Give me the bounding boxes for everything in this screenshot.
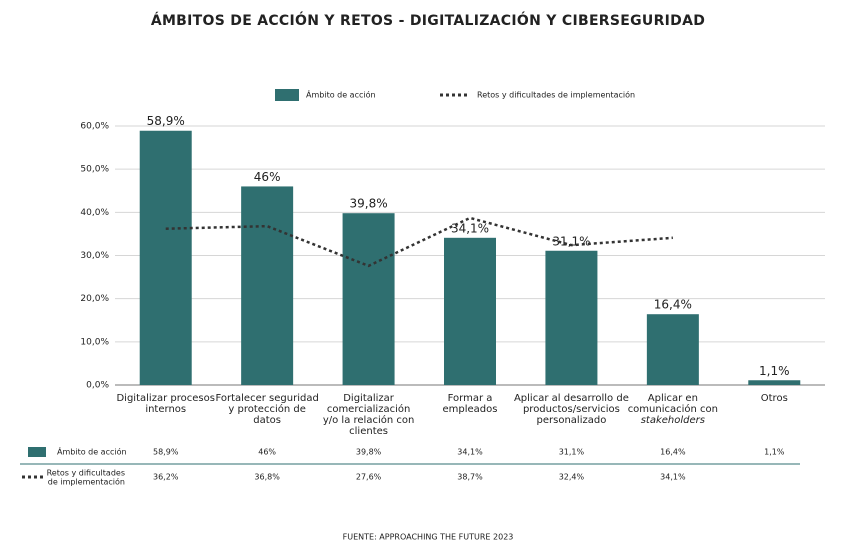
table-cell: 38,7% xyxy=(457,473,483,482)
x-tick-label: Otros xyxy=(761,393,788,404)
x-tick-label: Aplicar al desarrollo de xyxy=(514,393,629,404)
bar xyxy=(342,213,395,385)
table-row-label-line: de implementación xyxy=(48,476,125,486)
bar xyxy=(646,314,699,385)
chart-title: ÁMBITOS DE ACCIÓN Y RETOS - DIGITALIZACI… xyxy=(151,11,705,29)
bar xyxy=(444,237,496,385)
data-label: 1,1% xyxy=(759,364,790,378)
bar xyxy=(241,186,294,385)
y-tick-label: 30,0% xyxy=(80,251,109,261)
x-tick-label: productos/servicios xyxy=(523,404,620,415)
data-label: 34,1% xyxy=(451,221,489,235)
data-label: 16,4% xyxy=(654,298,692,312)
y-tick-label: 0,0% xyxy=(86,381,109,391)
table-row-label-line: Retos y dificultades xyxy=(47,468,125,477)
table-cell: 27,6% xyxy=(356,473,382,482)
table-cell: 16,4% xyxy=(660,448,686,457)
legend-label: Retos y dificultades de implementación xyxy=(477,90,635,100)
table-cell: 46% xyxy=(258,448,276,457)
x-tick-label: stakeholders xyxy=(641,415,705,426)
x-tick-label: datos xyxy=(253,415,281,426)
table-cell: 58,9% xyxy=(153,448,179,457)
bar xyxy=(545,250,598,385)
x-tick-label: comercialización xyxy=(327,403,410,415)
table-cell: 1,1% xyxy=(764,448,785,457)
x-tick-label: Formar a xyxy=(448,393,493,404)
table-cell: 32,4% xyxy=(559,473,585,482)
data-label: 58,9% xyxy=(147,114,185,128)
legend-swatch xyxy=(275,89,299,101)
y-tick-label: 50,0% xyxy=(80,165,109,175)
line xyxy=(165,216,673,268)
table-cell: 34,1% xyxy=(660,473,686,482)
table-row-label: Retos y dificultades de implementación xyxy=(47,468,125,486)
data-label: 31,1% xyxy=(552,234,590,248)
table-cell: 36,8% xyxy=(254,473,280,482)
y-tick-label: 10,0% xyxy=(80,337,109,347)
x-tick-label: Aplicar en xyxy=(648,393,698,404)
x-tick-label: internos xyxy=(145,404,186,415)
x-tick-label: personalizado xyxy=(537,415,607,426)
legend-label: Ámbito de acción xyxy=(306,89,376,100)
table-cell: 34,1% xyxy=(457,448,483,457)
x-tick-label: y protección de xyxy=(228,403,305,415)
x-tick-label: Fortalecer seguridad xyxy=(215,393,318,404)
table-cell: 31,1% xyxy=(559,448,585,457)
data-label: 39,8% xyxy=(350,197,388,211)
table-row-label: Ámbito de acción xyxy=(57,446,127,457)
x-tick-label: y/o la relación con xyxy=(323,414,414,426)
x-tick-label: clientes xyxy=(349,426,388,437)
source: FUENTE: APPROACHING THE FUTURE 2023 xyxy=(343,533,514,542)
y-tick-label: 20,0% xyxy=(80,294,109,304)
x-tick-label: comunicación con xyxy=(628,403,718,415)
data-label: 46% xyxy=(254,170,281,184)
y-tick-label: 60,0% xyxy=(80,122,109,132)
bar xyxy=(139,130,192,385)
table-swatch xyxy=(28,447,46,457)
bar xyxy=(748,380,801,385)
table-cell: 36,2% xyxy=(153,473,179,482)
x-tick-label: Digitalizar procesos xyxy=(116,393,214,404)
x-tick-label: Digitalizar xyxy=(343,393,395,404)
y-tick-label: 40,0% xyxy=(80,208,109,218)
table-cell: 39,8% xyxy=(356,448,382,457)
x-tick-label: empleados xyxy=(443,404,498,415)
